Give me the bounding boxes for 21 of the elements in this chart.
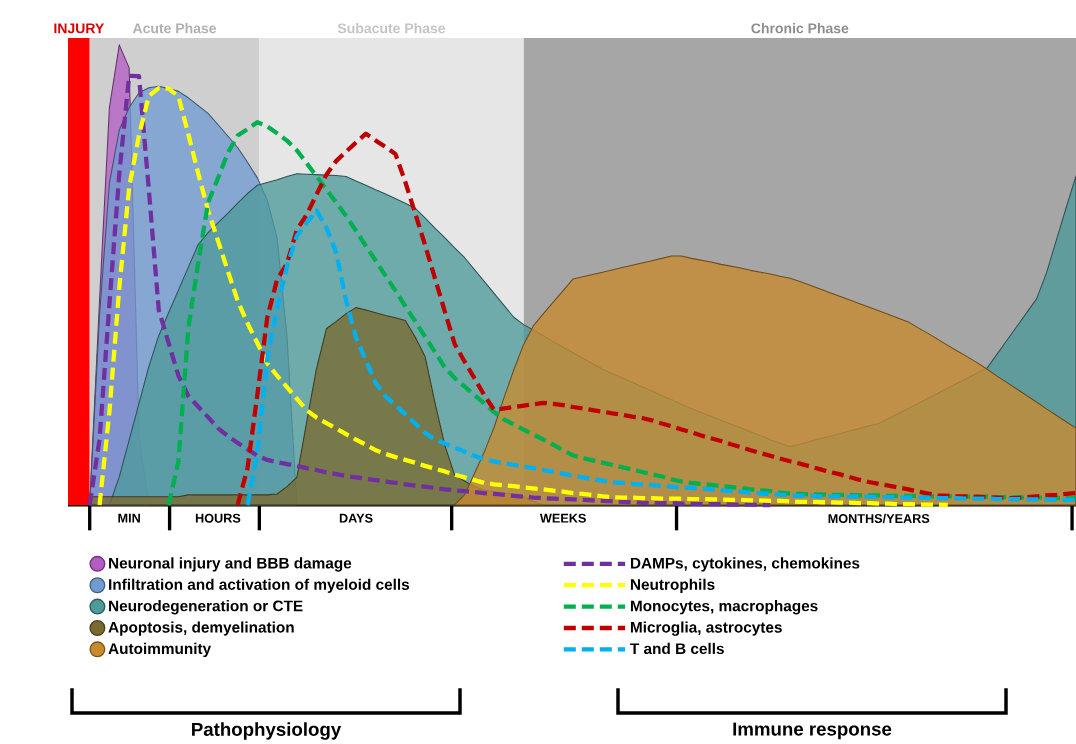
text: INJURY [54,23,105,34]
text: Chronic Phase [751,23,849,34]
legend-label: Apoptosis, demyelination [108,621,294,636]
x-tick-label: DAYS [339,513,373,523]
x-tick-label: WEEKS [539,513,586,523]
x-tick-label: MIN [118,513,140,523]
legend-label: T and B cells [630,642,724,655]
text: Immune response [733,722,892,740]
legend-label: Monocytes, macrophages [630,600,818,615]
legend-label: Neurodegeneration or CTE [109,600,303,615]
legend-label: Neuronal injury and BBB damage [109,557,352,572]
legend-label: Infiltration and activation of myeloid cells [109,578,410,593]
legend-label: Neutrophils [630,578,715,593]
x-tick-label: MONTHS/YEARS [828,513,930,524]
legend-label: DAMPs, cytokines, chemokines [630,557,860,572]
text: Acute Phase [132,23,217,34]
legend-label: Autoimmunity [108,642,212,658]
text: Subacute Phase [337,23,446,34]
legend-label: Microglia, astrocytes [630,621,782,636]
text: Pathophysiology [192,722,342,740]
x-tick-label: HOURS [195,513,241,523]
